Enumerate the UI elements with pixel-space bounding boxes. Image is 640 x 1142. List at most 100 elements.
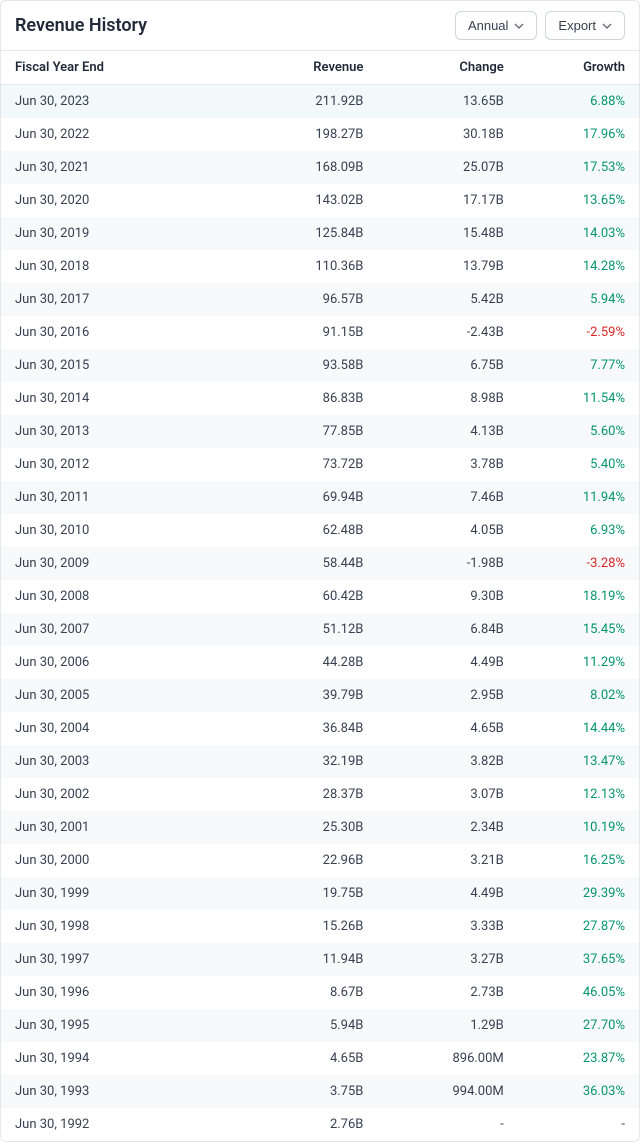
cell-change: 4.13B (377, 415, 517, 448)
table-row: Jun 30, 199815.26B3.33B27.87% (1, 910, 639, 943)
cell-change: 5.42B (377, 283, 517, 316)
cell-growth: 37.65% (518, 943, 639, 976)
cell-revenue: 58.44B (224, 547, 377, 580)
cell-date: Jun 30, 1999 (1, 877, 224, 910)
cell-change: 9.30B (377, 580, 517, 613)
cell-revenue: 8.67B (224, 976, 377, 1009)
cell-revenue: 51.12B (224, 613, 377, 646)
cell-date: Jun 30, 2020 (1, 184, 224, 217)
table-row: Jun 30, 2021168.09B25.07B17.53% (1, 151, 639, 184)
cell-revenue: 69.94B (224, 481, 377, 514)
cell-change: 3.07B (377, 778, 517, 811)
table-row: Jun 30, 201273.72B3.78B5.40% (1, 448, 639, 481)
cell-date: Jun 30, 2006 (1, 646, 224, 679)
cell-date: Jun 30, 1996 (1, 976, 224, 1009)
cell-revenue: 62.48B (224, 514, 377, 547)
cell-revenue: 5.94B (224, 1009, 377, 1042)
period-select-label: Annual (468, 18, 508, 33)
cell-growth: 5.60% (518, 415, 639, 448)
cell-date: Jun 30, 2010 (1, 514, 224, 547)
cell-date: Jun 30, 2023 (1, 85, 224, 119)
cell-growth: 13.47% (518, 745, 639, 778)
cell-growth: 14.44% (518, 712, 639, 745)
col-header-growth[interactable]: Growth (518, 51, 639, 85)
cell-revenue: 4.65B (224, 1042, 377, 1075)
cell-change: 3.33B (377, 910, 517, 943)
cell-revenue: 125.84B (224, 217, 377, 250)
cell-revenue: 93.58B (224, 349, 377, 382)
table-row: Jun 30, 200751.12B6.84B15.45% (1, 613, 639, 646)
cell-growth: 16.25% (518, 844, 639, 877)
cell-change: 1.29B (377, 1009, 517, 1042)
table-row: Jun 30, 200332.19B3.82B13.47% (1, 745, 639, 778)
export-button-label: Export (558, 18, 596, 33)
cell-change: 4.65B (377, 712, 517, 745)
cell-growth: 18.19% (518, 580, 639, 613)
cell-growth: 27.70% (518, 1009, 639, 1042)
col-header-date[interactable]: Fiscal Year End (1, 51, 224, 85)
cell-change: -2.43B (377, 316, 517, 349)
table-row: Jun 30, 2019125.84B15.48B14.03% (1, 217, 639, 250)
col-header-revenue[interactable]: Revenue (224, 51, 377, 85)
cell-date: Jun 30, 2001 (1, 811, 224, 844)
cell-revenue: 211.92B (224, 85, 377, 119)
cell-change: -1.98B (377, 547, 517, 580)
table-row: Jun 30, 200436.84B4.65B14.44% (1, 712, 639, 745)
cell-revenue: 198.27B (224, 118, 377, 151)
table-row: Jun 30, 200228.37B3.07B12.13% (1, 778, 639, 811)
table-row: Jun 30, 200539.79B2.95B8.02% (1, 679, 639, 712)
revenue-table: Fiscal Year End Revenue Change Growth Ju… (1, 51, 639, 1141)
cell-date: Jun 30, 2000 (1, 844, 224, 877)
table-row: Jun 30, 2020143.02B17.17B13.65% (1, 184, 639, 217)
cell-change: 4.49B (377, 646, 517, 679)
cell-change: 3.82B (377, 745, 517, 778)
cell-growth: 13.65% (518, 184, 639, 217)
button-group: Annual Export (455, 11, 625, 40)
cell-revenue: 19.75B (224, 877, 377, 910)
cell-change: 17.17B (377, 184, 517, 217)
cell-growth: 7.77% (518, 349, 639, 382)
cell-growth: 6.88% (518, 85, 639, 119)
cell-growth: - (518, 1108, 639, 1141)
cell-revenue: 36.84B (224, 712, 377, 745)
cell-change: 3.21B (377, 844, 517, 877)
cell-change: 13.65B (377, 85, 517, 119)
cell-growth: 15.45% (518, 613, 639, 646)
cell-growth: 23.87% (518, 1042, 639, 1075)
cell-date: Jun 30, 2008 (1, 580, 224, 613)
cell-revenue: 91.15B (224, 316, 377, 349)
table-row: Jun 30, 2023211.92B13.65B6.88% (1, 85, 639, 119)
cell-growth: 36.03% (518, 1075, 639, 1108)
cell-change: 3.27B (377, 943, 517, 976)
cell-revenue: 39.79B (224, 679, 377, 712)
export-button[interactable]: Export (545, 11, 625, 40)
cell-date: Jun 30, 2003 (1, 745, 224, 778)
cell-revenue: 96.57B (224, 283, 377, 316)
cell-date: Jun 30, 2015 (1, 349, 224, 382)
cell-revenue: 2.76B (224, 1108, 377, 1141)
cell-date: Jun 30, 1994 (1, 1042, 224, 1075)
table-row: Jun 30, 19968.67B2.73B46.05% (1, 976, 639, 1009)
table-row: Jun 30, 199711.94B3.27B37.65% (1, 943, 639, 976)
table-row: Jun 30, 201062.48B4.05B6.93% (1, 514, 639, 547)
cell-date: Jun 30, 1995 (1, 1009, 224, 1042)
cell-date: Jun 30, 2013 (1, 415, 224, 448)
cell-revenue: 22.96B (224, 844, 377, 877)
table-header-row: Fiscal Year End Revenue Change Growth (1, 51, 639, 85)
cell-change: 2.34B (377, 811, 517, 844)
cell-date: Jun 30, 2004 (1, 712, 224, 745)
cell-change: 7.46B (377, 481, 517, 514)
table-row: Jun 30, 200860.42B9.30B18.19% (1, 580, 639, 613)
cell-date: Jun 30, 2022 (1, 118, 224, 151)
cell-growth: 6.93% (518, 514, 639, 547)
cell-revenue: 110.36B (224, 250, 377, 283)
cell-growth: 29.39% (518, 877, 639, 910)
cell-growth: -2.59% (518, 316, 639, 349)
col-header-change[interactable]: Change (377, 51, 517, 85)
cell-revenue: 32.19B (224, 745, 377, 778)
card-title: Revenue History (15, 15, 147, 36)
cell-growth: -3.28% (518, 547, 639, 580)
table-row: Jun 30, 2022198.27B30.18B17.96% (1, 118, 639, 151)
cell-date: Jun 30, 2019 (1, 217, 224, 250)
period-select-button[interactable]: Annual (455, 11, 537, 40)
